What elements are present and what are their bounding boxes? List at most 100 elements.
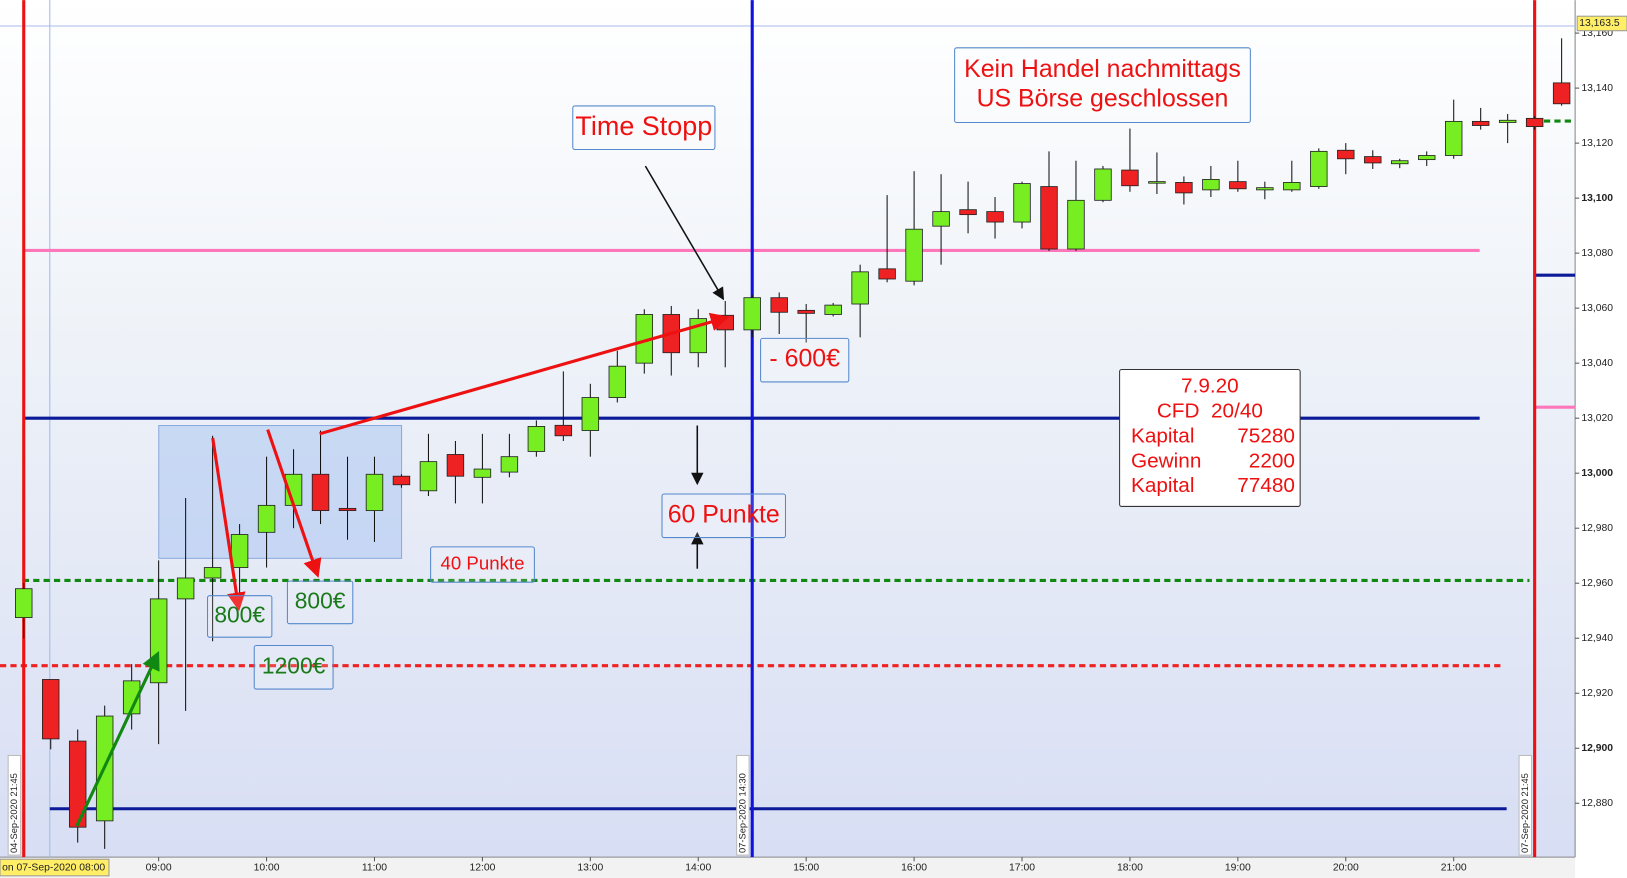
candle-body (1013, 183, 1031, 223)
candle-body (986, 211, 1004, 223)
arrow (319, 312, 730, 436)
candle-body (905, 228, 923, 282)
info-label: Kapital (1131, 474, 1194, 497)
y-tick-label: 12,980 (1581, 523, 1613, 534)
candle-body (1498, 119, 1517, 123)
candle-body (1525, 117, 1544, 128)
annotation-box (253, 644, 334, 690)
x-tick-label: 18:00 (1117, 862, 1143, 873)
candle-body (473, 468, 492, 478)
annotation-box (430, 546, 535, 583)
candle-body (1444, 120, 1463, 156)
candle-body (1418, 155, 1436, 161)
candle-body (1202, 179, 1220, 191)
candle-body (1256, 187, 1274, 191)
candle-body (527, 426, 546, 452)
candle-body (1040, 186, 1058, 250)
candle-body (419, 461, 438, 492)
time-marker-label-box (1518, 754, 1533, 856)
y-tick-label: 13,080 (1581, 248, 1613, 259)
candle-body (311, 473, 330, 512)
x-tick-label: 12:00 (469, 862, 495, 873)
y-tick-label: 13,060 (1581, 303, 1613, 314)
time-marker-label-box (7, 754, 22, 856)
y-tick-label: 13,140 (1581, 83, 1613, 94)
annotation-text: Kein Handel nachmittags (964, 55, 1241, 83)
info-value: 2200 (1249, 449, 1295, 472)
candle-body (1552, 82, 1571, 105)
time-marker-label: 07-Sep-2020 21:45 (1520, 773, 1530, 853)
y-tick-label: 12,880 (1581, 798, 1613, 809)
x-tick-label: 21:00 (1441, 862, 1467, 873)
arrow (211, 437, 246, 612)
candle-body (257, 504, 276, 533)
candle-body (581, 397, 600, 431)
annotation-text: 40 Punkte (440, 552, 524, 573)
y-tick-label: 12,920 (1581, 688, 1613, 699)
candle-body (176, 577, 195, 600)
candle-body (1364, 156, 1382, 164)
session-label-box (0, 858, 110, 877)
candle-body (743, 297, 761, 331)
annotation-text: US Börse geschlossen (977, 84, 1229, 112)
candle-body (932, 211, 950, 227)
info-label: Gewinn (1131, 449, 1201, 472)
y-tick-label: 12,900 (1581, 743, 1613, 754)
candle-body (878, 268, 896, 280)
arrow (75, 650, 160, 827)
candle-body (1391, 160, 1409, 165)
y-tick-label: 13,040 (1581, 358, 1613, 369)
candle-body (68, 740, 87, 828)
candle-body (203, 567, 222, 579)
y-tick-label: 12,940 (1581, 633, 1613, 644)
time-axis-background (0, 857, 1576, 878)
x-tick-label: 19:00 (1225, 862, 1251, 873)
y-tick-label: 13,120 (1581, 138, 1613, 149)
candle-body (1067, 199, 1085, 250)
candle-body (15, 588, 33, 619)
annotation-text: 1200€ (262, 652, 326, 678)
candle-body (1283, 182, 1301, 191)
x-tick-label: 09:00 (146, 862, 172, 873)
candle-body (1094, 168, 1112, 201)
x-tick-label: 14:00 (685, 862, 711, 873)
y-tick-label: 12,960 (1581, 578, 1613, 589)
candle-body (608, 365, 627, 398)
candle-body (1471, 120, 1490, 126)
range-box (158, 424, 403, 559)
candle-body (851, 271, 869, 305)
info-text: CFD 20/40 (1157, 400, 1263, 423)
x-tick-label: 20:00 (1333, 862, 1359, 873)
candle-body (1175, 182, 1193, 194)
arrows (75, 165, 730, 827)
candle-body (446, 454, 465, 477)
x-tick-label: 11:00 (362, 862, 387, 873)
annotation-box (286, 580, 354, 625)
annotation-text: 800€ (295, 587, 346, 613)
annotation-box (207, 595, 273, 638)
candle-body (770, 297, 788, 313)
annotation-box (760, 337, 850, 383)
candle-body (1148, 181, 1166, 184)
candle-body (500, 456, 519, 473)
info-value: 77480 (1237, 474, 1295, 497)
candle-body (824, 304, 842, 315)
x-tick-label: 10:00 (254, 862, 280, 873)
candle-body (797, 309, 815, 314)
candle-body (122, 680, 141, 715)
candle-body (1229, 181, 1247, 190)
candle-body (554, 424, 573, 437)
x-tick-label: 15:00 (793, 862, 819, 873)
info-value: 75280 (1237, 424, 1295, 447)
info-label: Kapital (1131, 424, 1194, 447)
price-axis-background (1575, 0, 1627, 878)
session-label: on 07-Sep-2020 08:00 (2, 862, 105, 873)
y-tick-label: 13,020 (1581, 413, 1613, 424)
candle-body (149, 598, 168, 684)
info-box (1119, 368, 1301, 507)
candle-body (959, 209, 977, 216)
last-price-box (1576, 15, 1627, 32)
annotation-box (661, 493, 787, 539)
y-tick-label: 13,000 (1581, 468, 1613, 479)
